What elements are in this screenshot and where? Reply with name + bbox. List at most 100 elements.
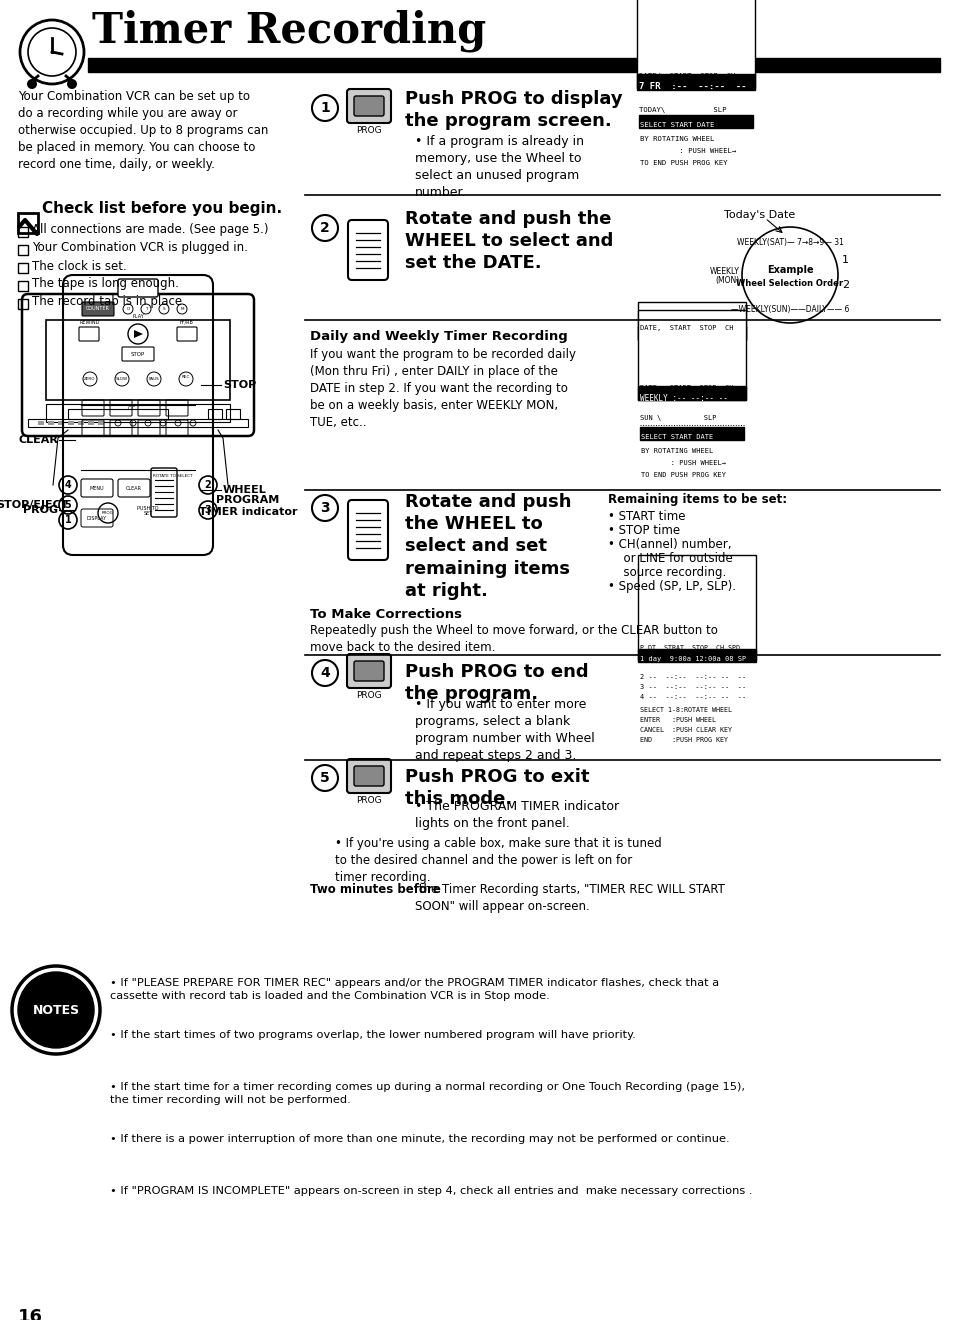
Text: • If the start times of two programs overlap, the lower numbered program will ha: • If the start times of two programs ove… — [110, 1030, 636, 1040]
Text: END     :PUSH PROG KEY: END :PUSH PROG KEY — [639, 737, 727, 743]
Text: • CH(annel) number,: • CH(annel) number, — [607, 539, 731, 550]
Text: The tape is long enough.: The tape is long enough. — [32, 277, 179, 290]
Text: Daily and Weekly Timer Recording: Daily and Weekly Timer Recording — [310, 330, 567, 343]
Text: PROGRAM
TIMER indicator: PROGRAM TIMER indicator — [198, 495, 297, 516]
Text: STOP: STOP — [131, 351, 145, 356]
Text: PROG: PROG — [355, 796, 381, 805]
Bar — [46, 404, 230, 422]
Bar — [637, 0, 754, 88]
Text: COUNTER: COUNTER — [86, 306, 110, 312]
Text: ROTATE TO SELECT: ROTATE TO SELECT — [152, 474, 193, 478]
Bar — [638, 385, 745, 400]
Text: PUSH TO
SET: PUSH TO SET — [137, 506, 158, 516]
Circle shape — [18, 972, 94, 1048]
Text: CLEAR: CLEAR — [18, 436, 58, 445]
Text: • If the start time for a timer recording comes up during a normal recording or : • If the start time for a timer recordin… — [110, 1082, 744, 1105]
Text: PROG: PROG — [355, 125, 381, 135]
Text: 1 day  9:00a 12:00a 08 SP: 1 day 9:00a 12:00a 08 SP — [639, 656, 745, 663]
Text: O: O — [126, 308, 130, 312]
Text: All connections are made. (See page 5.): All connections are made. (See page 5.) — [32, 223, 268, 236]
Text: T: T — [145, 308, 147, 312]
Circle shape — [67, 79, 77, 88]
Text: • START time: • START time — [607, 510, 685, 523]
Text: DATE,  START  STOP  CH: DATE, START STOP CH — [639, 385, 733, 391]
Text: 16: 16 — [18, 1308, 43, 1320]
Text: Push PROG to display
the program screen.: Push PROG to display the program screen. — [405, 90, 622, 131]
Bar — [208, 409, 222, 418]
FancyBboxPatch shape — [347, 759, 391, 793]
Bar — [638, 554, 755, 660]
Text: Repeatedly push the Wheel to move forward, or the CLEAR button to
move back to t: Repeatedly push the Wheel to move forwar… — [310, 624, 717, 653]
Bar — [639, 426, 743, 440]
FancyBboxPatch shape — [354, 661, 384, 681]
Text: C.C.: C.C. — [128, 407, 138, 411]
FancyBboxPatch shape — [82, 302, 113, 315]
Text: 4: 4 — [320, 667, 330, 680]
Text: TODAY\           SLP: TODAY\ SLP — [639, 107, 726, 114]
Text: SUN \          SLP: SUN \ SLP — [639, 414, 716, 421]
Text: • STOP time: • STOP time — [607, 524, 679, 537]
Text: PLAY: PLAY — [132, 314, 144, 319]
Text: WEEKLY: WEEKLY — [709, 267, 740, 276]
Text: Remaining items to be set:: Remaining items to be set: — [607, 492, 786, 506]
Bar — [48, 421, 54, 425]
Bar — [98, 421, 104, 425]
Text: 7 FR  :--  --:--  --: 7 FR :-- --:-- -- — [639, 82, 745, 91]
Bar — [638, 302, 745, 341]
Bar — [18, 263, 28, 273]
Text: 3: 3 — [320, 502, 330, 515]
Text: BY ROTATING WHEEL: BY ROTATING WHEEL — [640, 447, 713, 454]
Text: Example: Example — [766, 265, 813, 275]
Text: Push PROG to exit
this mode.: Push PROG to exit this mode. — [405, 768, 589, 808]
Text: Rotate and push
the WHEEL to
select and set
remaining items
at right.: Rotate and push the WHEEL to select and … — [405, 492, 571, 599]
Polygon shape — [133, 330, 143, 338]
Text: M: M — [180, 308, 184, 312]
Text: REC: REC — [182, 375, 190, 383]
Text: source recording.: source recording. — [616, 566, 725, 579]
Text: 5: 5 — [65, 500, 71, 510]
Text: Check list before you begin.: Check list before you begin. — [42, 201, 282, 215]
Bar — [226, 409, 240, 418]
Text: • If "PLEASE PREPARE FOR TIMER REC" appears and/or the PROGRAM TIMER indicator f: • If "PLEASE PREPARE FOR TIMER REC" appe… — [110, 978, 719, 1001]
Text: DATE/  START  STOP  CH: DATE/ START STOP CH — [639, 73, 735, 79]
Text: 4: 4 — [65, 480, 71, 490]
Text: 2: 2 — [841, 280, 848, 290]
Circle shape — [27, 79, 37, 88]
Text: 2 --  --:--  --:-- --  --: 2 -- --:-- --:-- -- -- — [639, 675, 745, 680]
Bar — [68, 409, 168, 418]
Bar — [638, 326, 745, 341]
Text: ZERO: ZERO — [84, 378, 95, 381]
Text: • Speed (SP, LP, SLP).: • Speed (SP, LP, SLP). — [607, 579, 735, 593]
Text: • If there is a power interruption of more than one minute, the recording may no: • If there is a power interruption of mo… — [110, 1134, 729, 1144]
Text: CLEAR: CLEAR — [126, 486, 142, 491]
Text: ENTER   :PUSH WHEEL: ENTER :PUSH WHEEL — [639, 717, 716, 723]
Text: BY ROTATING WHEEL: BY ROTATING WHEEL — [639, 136, 714, 143]
Bar — [18, 246, 28, 255]
Text: : PUSH WHEEL→: : PUSH WHEEL→ — [639, 148, 736, 154]
Text: PROG: PROG — [355, 690, 381, 700]
Text: Push PROG to end
the program.: Push PROG to end the program. — [405, 663, 588, 704]
Text: 1: 1 — [65, 515, 71, 525]
Text: Your Combination VCR can be set up to
do a recording while you are away or
other: Your Combination VCR can be set up to do… — [18, 90, 268, 172]
Text: SELECT 1-8:ROTATE WHEEL: SELECT 1-8:ROTATE WHEEL — [639, 708, 731, 713]
Text: DATE,  START  STOP  CH: DATE, START STOP CH — [639, 325, 733, 331]
Text: • If "PROGRAM IS INCOMPLETE" appears on-screen in step 4, check all entries and : • If "PROGRAM IS INCOMPLETE" appears on-… — [110, 1185, 752, 1196]
Bar — [639, 115, 752, 128]
Text: If you want the program to be recorded daily
(Mon thru Fri) , enter DAILY in pla: If you want the program to be recorded d… — [310, 348, 576, 429]
Text: 1: 1 — [320, 102, 330, 115]
Text: P DT  STRAT  STOP  CH SPD: P DT STRAT STOP CH SPD — [639, 645, 740, 651]
Text: STOP/EJECT: STOP/EJECT — [0, 500, 70, 510]
Text: WHEEL: WHEEL — [223, 484, 267, 495]
Text: STOP: STOP — [223, 380, 256, 389]
Text: NOTES: NOTES — [32, 1003, 79, 1016]
Text: (MON): (MON) — [715, 276, 740, 285]
Bar — [88, 58, 939, 73]
Bar — [18, 227, 28, 238]
Text: Rotate and push the
WHEEL to select and
set the DATE.: Rotate and push the WHEEL to select and … — [405, 210, 613, 272]
Text: • The PROGRAM TIMER indicator
lights on the front panel.: • The PROGRAM TIMER indicator lights on … — [415, 800, 618, 830]
Bar — [18, 300, 28, 309]
Text: TO END PUSH PROG KEY: TO END PUSH PROG KEY — [640, 473, 725, 478]
Text: —WEEKLY(SUN)——DAILY—— 6: —WEEKLY(SUN)——DAILY—— 6 — [730, 305, 848, 314]
Text: SELECT START DATE: SELECT START DATE — [640, 434, 713, 440]
Text: the Timer Recording starts, "TIMER REC WILL START
SOON" will appear on-screen.: the Timer Recording starts, "TIMER REC W… — [415, 883, 724, 913]
